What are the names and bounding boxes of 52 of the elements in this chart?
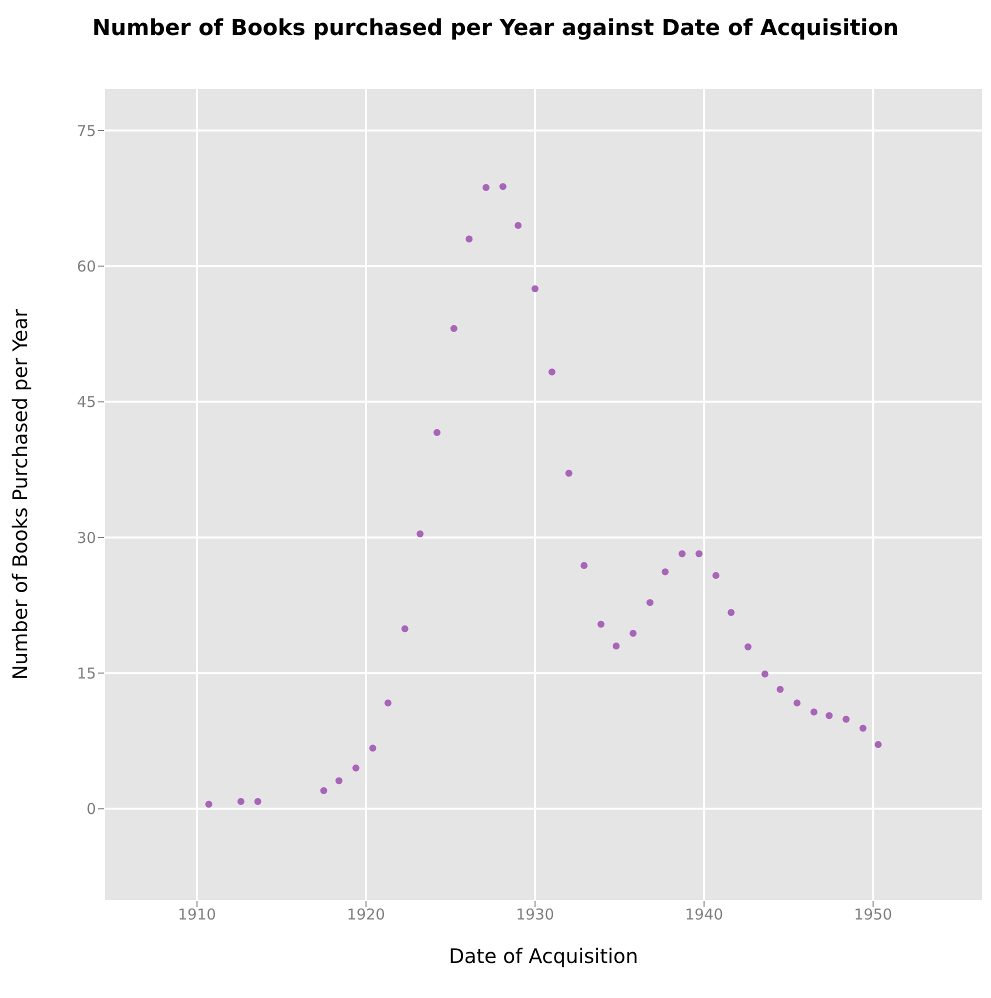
- point: [612, 642, 620, 650]
- point: [416, 530, 424, 538]
- point: [466, 236, 473, 243]
- y-tick-label: 15: [76, 664, 96, 682]
- y-tick-label: 60: [76, 257, 96, 276]
- point: [450, 325, 458, 332]
- point: [401, 625, 408, 632]
- point: [630, 630, 637, 637]
- point: [826, 712, 833, 720]
- y-axis-title: Number of Books Purchased per Year: [8, 308, 32, 680]
- chart-title: Number of Books purchased per Year against Date of Acquisition: [91, 15, 900, 43]
- point: [514, 222, 522, 229]
- point: [532, 285, 539, 292]
- point: [320, 787, 328, 794]
- point: [712, 572, 720, 579]
- point: [810, 708, 818, 716]
- point: [434, 429, 441, 436]
- point: [254, 798, 262, 806]
- point: [499, 183, 506, 190]
- point: [859, 724, 866, 732]
- point: [794, 699, 801, 706]
- point: [761, 670, 768, 678]
- point: [482, 184, 490, 191]
- x-tick-label: 1930: [516, 906, 554, 924]
- point: [580, 562, 588, 569]
- x-tick-label: 1940: [684, 906, 724, 924]
- point: [548, 368, 556, 376]
- x-tick-label: 1920: [346, 906, 386, 924]
- x-axis-title: Date of Acquisition: [448, 944, 638, 968]
- y-tick-label: 0: [86, 800, 96, 818]
- x-tick-label: 1950: [854, 906, 892, 924]
- point: [678, 550, 686, 558]
- point: [205, 800, 212, 808]
- point: [565, 470, 572, 477]
- x-tick-label: 1910: [178, 906, 216, 924]
- point: [744, 643, 752, 650]
- point: [384, 699, 392, 706]
- y-tick-label: 45: [76, 393, 96, 412]
- point: [237, 798, 244, 806]
- point: [335, 777, 342, 784]
- point: [597, 620, 604, 628]
- point: [352, 764, 360, 772]
- point: [776, 686, 784, 693]
- point: [696, 550, 703, 558]
- point: [874, 741, 882, 748]
- y-tick-label: 30: [76, 528, 96, 547]
- point: [728, 609, 735, 616]
- point: [646, 599, 654, 606]
- point: [662, 568, 669, 576]
- point: [369, 744, 376, 752]
- y-tick-label: 75: [76, 122, 96, 140]
- point: [842, 716, 850, 723]
